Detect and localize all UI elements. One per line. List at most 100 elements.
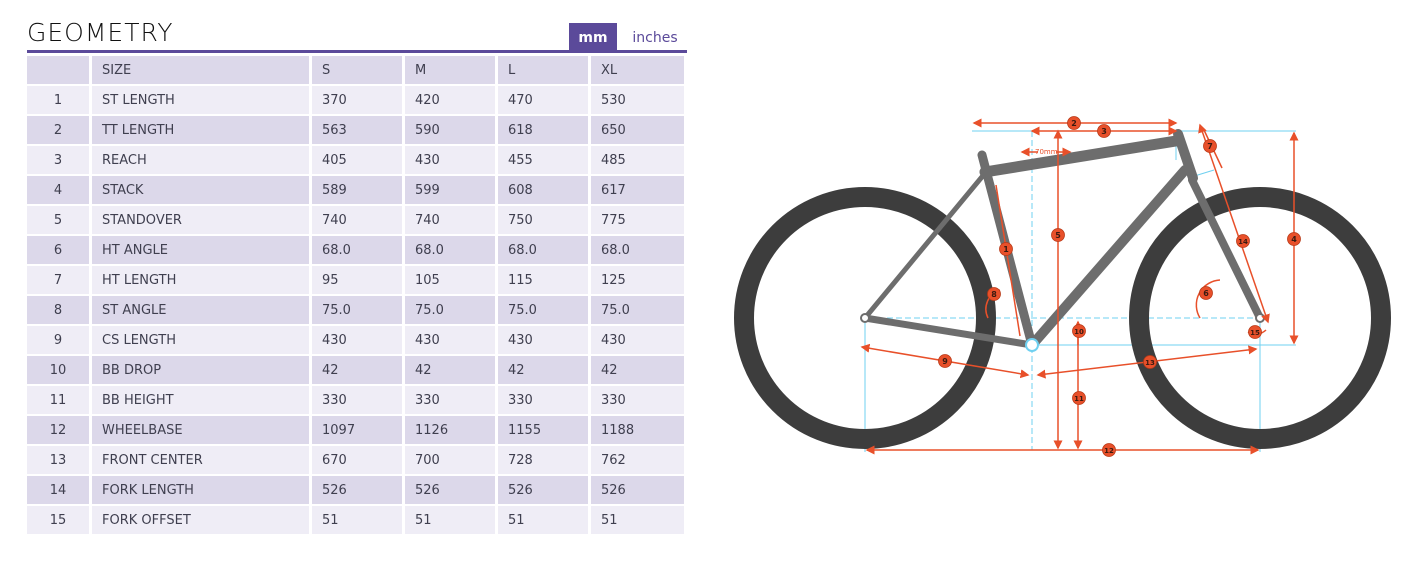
row-label: FRONT CENTER xyxy=(92,446,309,474)
value-m: 105 xyxy=(405,266,495,294)
dimension-marker-label: 9 xyxy=(942,357,948,366)
table-row: 10 BB DROP 42 42 42 42 xyxy=(27,356,687,386)
inches-unit-button[interactable]: inches xyxy=(632,29,678,46)
value-xl: 650 xyxy=(591,116,684,144)
value-m: 330 xyxy=(405,386,495,414)
dimension-marker-label: 6 xyxy=(1203,289,1209,298)
dimension-marker-4: 4 xyxy=(1287,232,1301,246)
dimension-marker-label: 4 xyxy=(1291,235,1297,244)
row-index: 9 xyxy=(27,326,89,354)
row-index: 5 xyxy=(27,206,89,234)
row-index: 15 xyxy=(27,506,89,534)
table-row: 1 ST LENGTH 370 420 470 530 xyxy=(27,86,687,116)
value-m: 599 xyxy=(405,176,495,204)
dimension-marker-label: 3 xyxy=(1101,127,1107,136)
row-label: FORK LENGTH xyxy=(92,476,309,504)
value-l: 526 xyxy=(498,476,588,504)
value-s: 51 xyxy=(312,506,402,534)
dimension-marker-12: 12 xyxy=(1102,443,1116,457)
dimension-marker-8: 8 xyxy=(987,287,1001,301)
row-label: ST ANGLE xyxy=(92,296,309,324)
mm-unit-button[interactable]: mm xyxy=(569,23,617,52)
bike-geometry-diagram: 70mm 1 2 3 4 5 6 7 8 9 10 11 12 13 14 15 xyxy=(700,0,1428,557)
dimension-marker-5: 5 xyxy=(1051,228,1065,242)
value-l: 728 xyxy=(498,446,588,474)
value-l: 1155 xyxy=(498,416,588,444)
value-xl: 485 xyxy=(591,146,684,174)
geometry-table: SIZE S M L XL 1 ST LENGTH 370 420 470 530 2 TT … xyxy=(27,56,687,536)
value-l: 750 xyxy=(498,206,588,234)
table-row: 4 STACK 589 599 608 617 xyxy=(27,176,687,206)
value-l: 51 xyxy=(498,506,588,534)
value-l: 68.0 xyxy=(498,236,588,264)
dimension-marker-14: 14 xyxy=(1236,234,1250,248)
dimension-marker-15: 15 xyxy=(1248,325,1262,339)
dimension-marker-label: 11 xyxy=(1074,395,1084,403)
value-xl: 42 xyxy=(591,356,684,384)
value-xl: 68.0 xyxy=(591,236,684,264)
value-xl: 617 xyxy=(591,176,684,204)
value-l: 618 xyxy=(498,116,588,144)
table-row: 9 CS LENGTH 430 430 430 430 xyxy=(27,326,687,356)
value-s: 370 xyxy=(312,86,402,114)
dimension-marker-13: 13 xyxy=(1143,355,1157,369)
dimension-marker-6: 6 xyxy=(1199,286,1213,300)
header-s: S xyxy=(312,56,402,84)
table-row: 6 HT ANGLE 68.0 68.0 68.0 68.0 xyxy=(27,236,687,266)
value-xl: 75.0 xyxy=(591,296,684,324)
dimension-marker-label: 5 xyxy=(1055,231,1061,240)
page-title: GEOMETRY xyxy=(27,18,174,47)
value-xl: 775 xyxy=(591,206,684,234)
table-row: 14 FORK LENGTH 526 526 526 526 xyxy=(27,476,687,506)
value-m: 75.0 xyxy=(405,296,495,324)
value-l: 430 xyxy=(498,326,588,354)
value-m: 740 xyxy=(405,206,495,234)
value-xl: 430 xyxy=(591,326,684,354)
value-s: 42 xyxy=(312,356,402,384)
row-label: FORK OFFSET xyxy=(92,506,309,534)
row-index: 13 xyxy=(27,446,89,474)
value-m: 700 xyxy=(405,446,495,474)
value-s: 589 xyxy=(312,176,402,204)
row-index: 8 xyxy=(27,296,89,324)
value-m: 420 xyxy=(405,86,495,114)
row-label: REACH xyxy=(92,146,309,174)
value-xl: 1188 xyxy=(591,416,684,444)
dimension-marker-10: 10 xyxy=(1072,324,1086,338)
row-index: 11 xyxy=(27,386,89,414)
table-row: 15 FORK OFFSET 51 51 51 51 xyxy=(27,506,687,536)
row-label: CS LENGTH xyxy=(92,326,309,354)
table-row: 8 ST ANGLE 75.0 75.0 75.0 75.0 xyxy=(27,296,687,326)
table-row: 12 WHEELBASE 1097 1126 1155 1188 xyxy=(27,416,687,446)
value-xl: 51 xyxy=(591,506,684,534)
row-index: 14 xyxy=(27,476,89,504)
value-m: 430 xyxy=(405,146,495,174)
value-l: 75.0 xyxy=(498,296,588,324)
dimension-marker-label: 2 xyxy=(1071,119,1077,128)
table-row: 7 HT LENGTH 95 105 115 125 xyxy=(27,266,687,296)
dimension-marker-label: 12 xyxy=(1104,447,1114,455)
dimension-marker-label: 7 xyxy=(1207,142,1213,151)
value-s: 430 xyxy=(312,326,402,354)
header-l: L xyxy=(498,56,588,84)
dimension-marker-label: 15 xyxy=(1250,329,1260,337)
dimension-marker-label: 10 xyxy=(1074,328,1084,336)
header-xl: XL xyxy=(591,56,684,84)
title-divider xyxy=(27,50,687,53)
value-l: 330 xyxy=(498,386,588,414)
row-index: 3 xyxy=(27,146,89,174)
value-s: 68.0 xyxy=(312,236,402,264)
dimension-marker-7: 7 xyxy=(1203,139,1217,153)
value-l: 42 xyxy=(498,356,588,384)
annotation-70mm: 70mm xyxy=(1035,148,1058,156)
dimension-marker-label: 1 xyxy=(1003,245,1009,254)
row-label: ST LENGTH xyxy=(92,86,309,114)
row-index: 10 xyxy=(27,356,89,384)
dimension-marker-1: 1 xyxy=(999,242,1013,256)
value-xl: 125 xyxy=(591,266,684,294)
dimension-marker-label: 14 xyxy=(1238,238,1248,246)
dimension-marker-11: 11 xyxy=(1072,391,1086,405)
front-axle xyxy=(1255,313,1265,323)
